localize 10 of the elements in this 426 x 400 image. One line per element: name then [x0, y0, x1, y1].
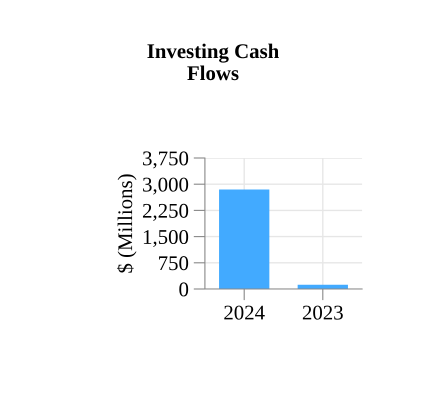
y-axis-title: $ (Millions): [116, 174, 137, 273]
y-tick-label: 1,500: [144, 230, 188, 248]
y-tick-label: 0: [179, 282, 188, 296]
y-tick-label: 2,250: [142, 204, 188, 221]
x-tick-label: 2023: [302, 306, 343, 320]
y-tick-label: 3,750: [143, 151, 188, 168]
chart-title: Investing Cash Flows: [147, 44, 279, 80]
y-tick-label: 750: [159, 256, 188, 270]
y-tick-label: 3,000: [143, 178, 188, 195]
x-tick-label: 2024: [224, 306, 265, 320]
